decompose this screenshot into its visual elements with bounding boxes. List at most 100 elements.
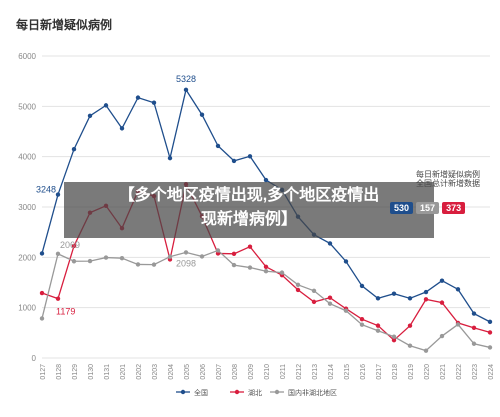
x-tick-label: 0128 bbox=[56, 364, 63, 380]
x-tick-label: 0202 bbox=[136, 364, 143, 380]
x-tick-label: 0211 bbox=[280, 364, 287, 379]
y-tick-label: 2000 bbox=[18, 253, 36, 262]
headline-line-1: 【多个地区疫情出现,多个地区疫情出 bbox=[118, 187, 380, 204]
data-point bbox=[487, 319, 493, 325]
x-tick-label: 0208 bbox=[232, 364, 239, 380]
data-point bbox=[343, 308, 349, 313]
x-tick-label: 0221 bbox=[440, 364, 447, 380]
data-point bbox=[471, 311, 477, 316]
data-point bbox=[263, 264, 269, 269]
data-point bbox=[407, 296, 413, 301]
data-point bbox=[199, 254, 205, 259]
legend-marker bbox=[274, 389, 280, 395]
data-point bbox=[439, 333, 445, 339]
data-point bbox=[55, 192, 61, 197]
data-point bbox=[167, 155, 173, 161]
data-point bbox=[327, 295, 333, 300]
x-tick-label: 0224 bbox=[488, 364, 495, 380]
data-label: 1179 bbox=[56, 307, 75, 317]
chart-title: 每日新增疑似病例 bbox=[16, 18, 113, 32]
data-point bbox=[471, 325, 477, 331]
data-point bbox=[455, 322, 461, 327]
data-point bbox=[343, 259, 349, 264]
data-label: 3248 bbox=[36, 185, 56, 195]
x-tick-label: 0220 bbox=[424, 364, 431, 380]
data-point bbox=[55, 296, 61, 301]
x-tick-label: 0223 bbox=[472, 364, 479, 380]
data-point bbox=[135, 95, 141, 100]
data-point bbox=[263, 269, 269, 274]
data-point bbox=[199, 112, 205, 117]
data-point bbox=[39, 290, 45, 296]
data-point bbox=[39, 316, 45, 321]
data-point bbox=[263, 177, 269, 183]
x-tick-label: 0219 bbox=[408, 364, 415, 380]
data-point bbox=[439, 278, 445, 283]
data-label: 2098 bbox=[176, 258, 196, 268]
data-point bbox=[231, 251, 237, 257]
data-point bbox=[327, 301, 333, 306]
data-point bbox=[375, 323, 381, 328]
x-tick-label: 0203 bbox=[152, 364, 159, 380]
legend-marker bbox=[234, 389, 240, 395]
data-point bbox=[183, 87, 189, 93]
legend-label: 国内非湖北地区 bbox=[288, 388, 337, 397]
y-tick-label: 1000 bbox=[18, 304, 36, 313]
badge-caption-2: 全国总计新增数据 bbox=[416, 179, 480, 188]
data-point bbox=[247, 154, 253, 159]
badge-national: 530 bbox=[390, 202, 414, 214]
data-point bbox=[231, 158, 237, 164]
data-point bbox=[295, 287, 301, 293]
data-point bbox=[295, 282, 301, 288]
data-point bbox=[183, 250, 189, 255]
badge-caption-1: 每日新增疑似病例 bbox=[416, 170, 480, 179]
data-point bbox=[455, 287, 461, 292]
data-point bbox=[359, 283, 365, 289]
x-tick-label: 0204 bbox=[168, 364, 175, 380]
legend-label: 湖北 bbox=[248, 388, 262, 397]
headline-banner-bg bbox=[64, 182, 434, 238]
data-label: 2069 bbox=[60, 240, 80, 250]
x-tick-label: 0129 bbox=[72, 364, 79, 380]
data-point bbox=[311, 299, 317, 305]
data-point bbox=[423, 348, 429, 353]
data-point bbox=[407, 323, 413, 328]
x-tick-label: 0127 bbox=[40, 364, 47, 380]
y-tick-label: 6000 bbox=[18, 52, 36, 61]
data-point bbox=[487, 345, 493, 350]
y-tick-label: 0 bbox=[32, 354, 37, 363]
x-tick-label: 0209 bbox=[248, 364, 255, 380]
data-point bbox=[151, 262, 157, 267]
data-point bbox=[215, 251, 221, 256]
data-point bbox=[151, 100, 157, 105]
x-tick-label: 0212 bbox=[296, 364, 303, 380]
data-point bbox=[375, 328, 381, 333]
x-tick-label: 0213 bbox=[312, 364, 319, 380]
data-point bbox=[359, 322, 365, 327]
data-point bbox=[215, 248, 221, 253]
data-point bbox=[55, 251, 61, 257]
data-point bbox=[487, 330, 493, 335]
headline-banner: 【多个地区疫情出现,多个地区疫情出 现新增病例】 bbox=[64, 184, 434, 232]
legend-marker bbox=[180, 389, 186, 395]
data-point bbox=[471, 341, 477, 346]
data-point bbox=[87, 113, 93, 118]
x-tick-label: 0131 bbox=[104, 364, 111, 380]
data-point bbox=[423, 289, 429, 295]
y-tick-label: 5000 bbox=[18, 102, 36, 111]
x-tick-label: 0214 bbox=[328, 364, 335, 380]
data-label: 5328 bbox=[176, 74, 196, 84]
data-point bbox=[103, 255, 109, 260]
y-tick-label: 4000 bbox=[18, 153, 36, 162]
x-tick-label: 0207 bbox=[216, 364, 223, 380]
data-point bbox=[231, 262, 237, 268]
x-tick-label: 0215 bbox=[344, 364, 351, 380]
data-point bbox=[327, 241, 333, 246]
data-point bbox=[87, 258, 93, 264]
data-point bbox=[247, 244, 253, 249]
y-tick-label: 3000 bbox=[18, 203, 36, 212]
x-tick-label: 0216 bbox=[360, 364, 367, 380]
data-point bbox=[279, 270, 285, 275]
data-point bbox=[167, 254, 173, 259]
